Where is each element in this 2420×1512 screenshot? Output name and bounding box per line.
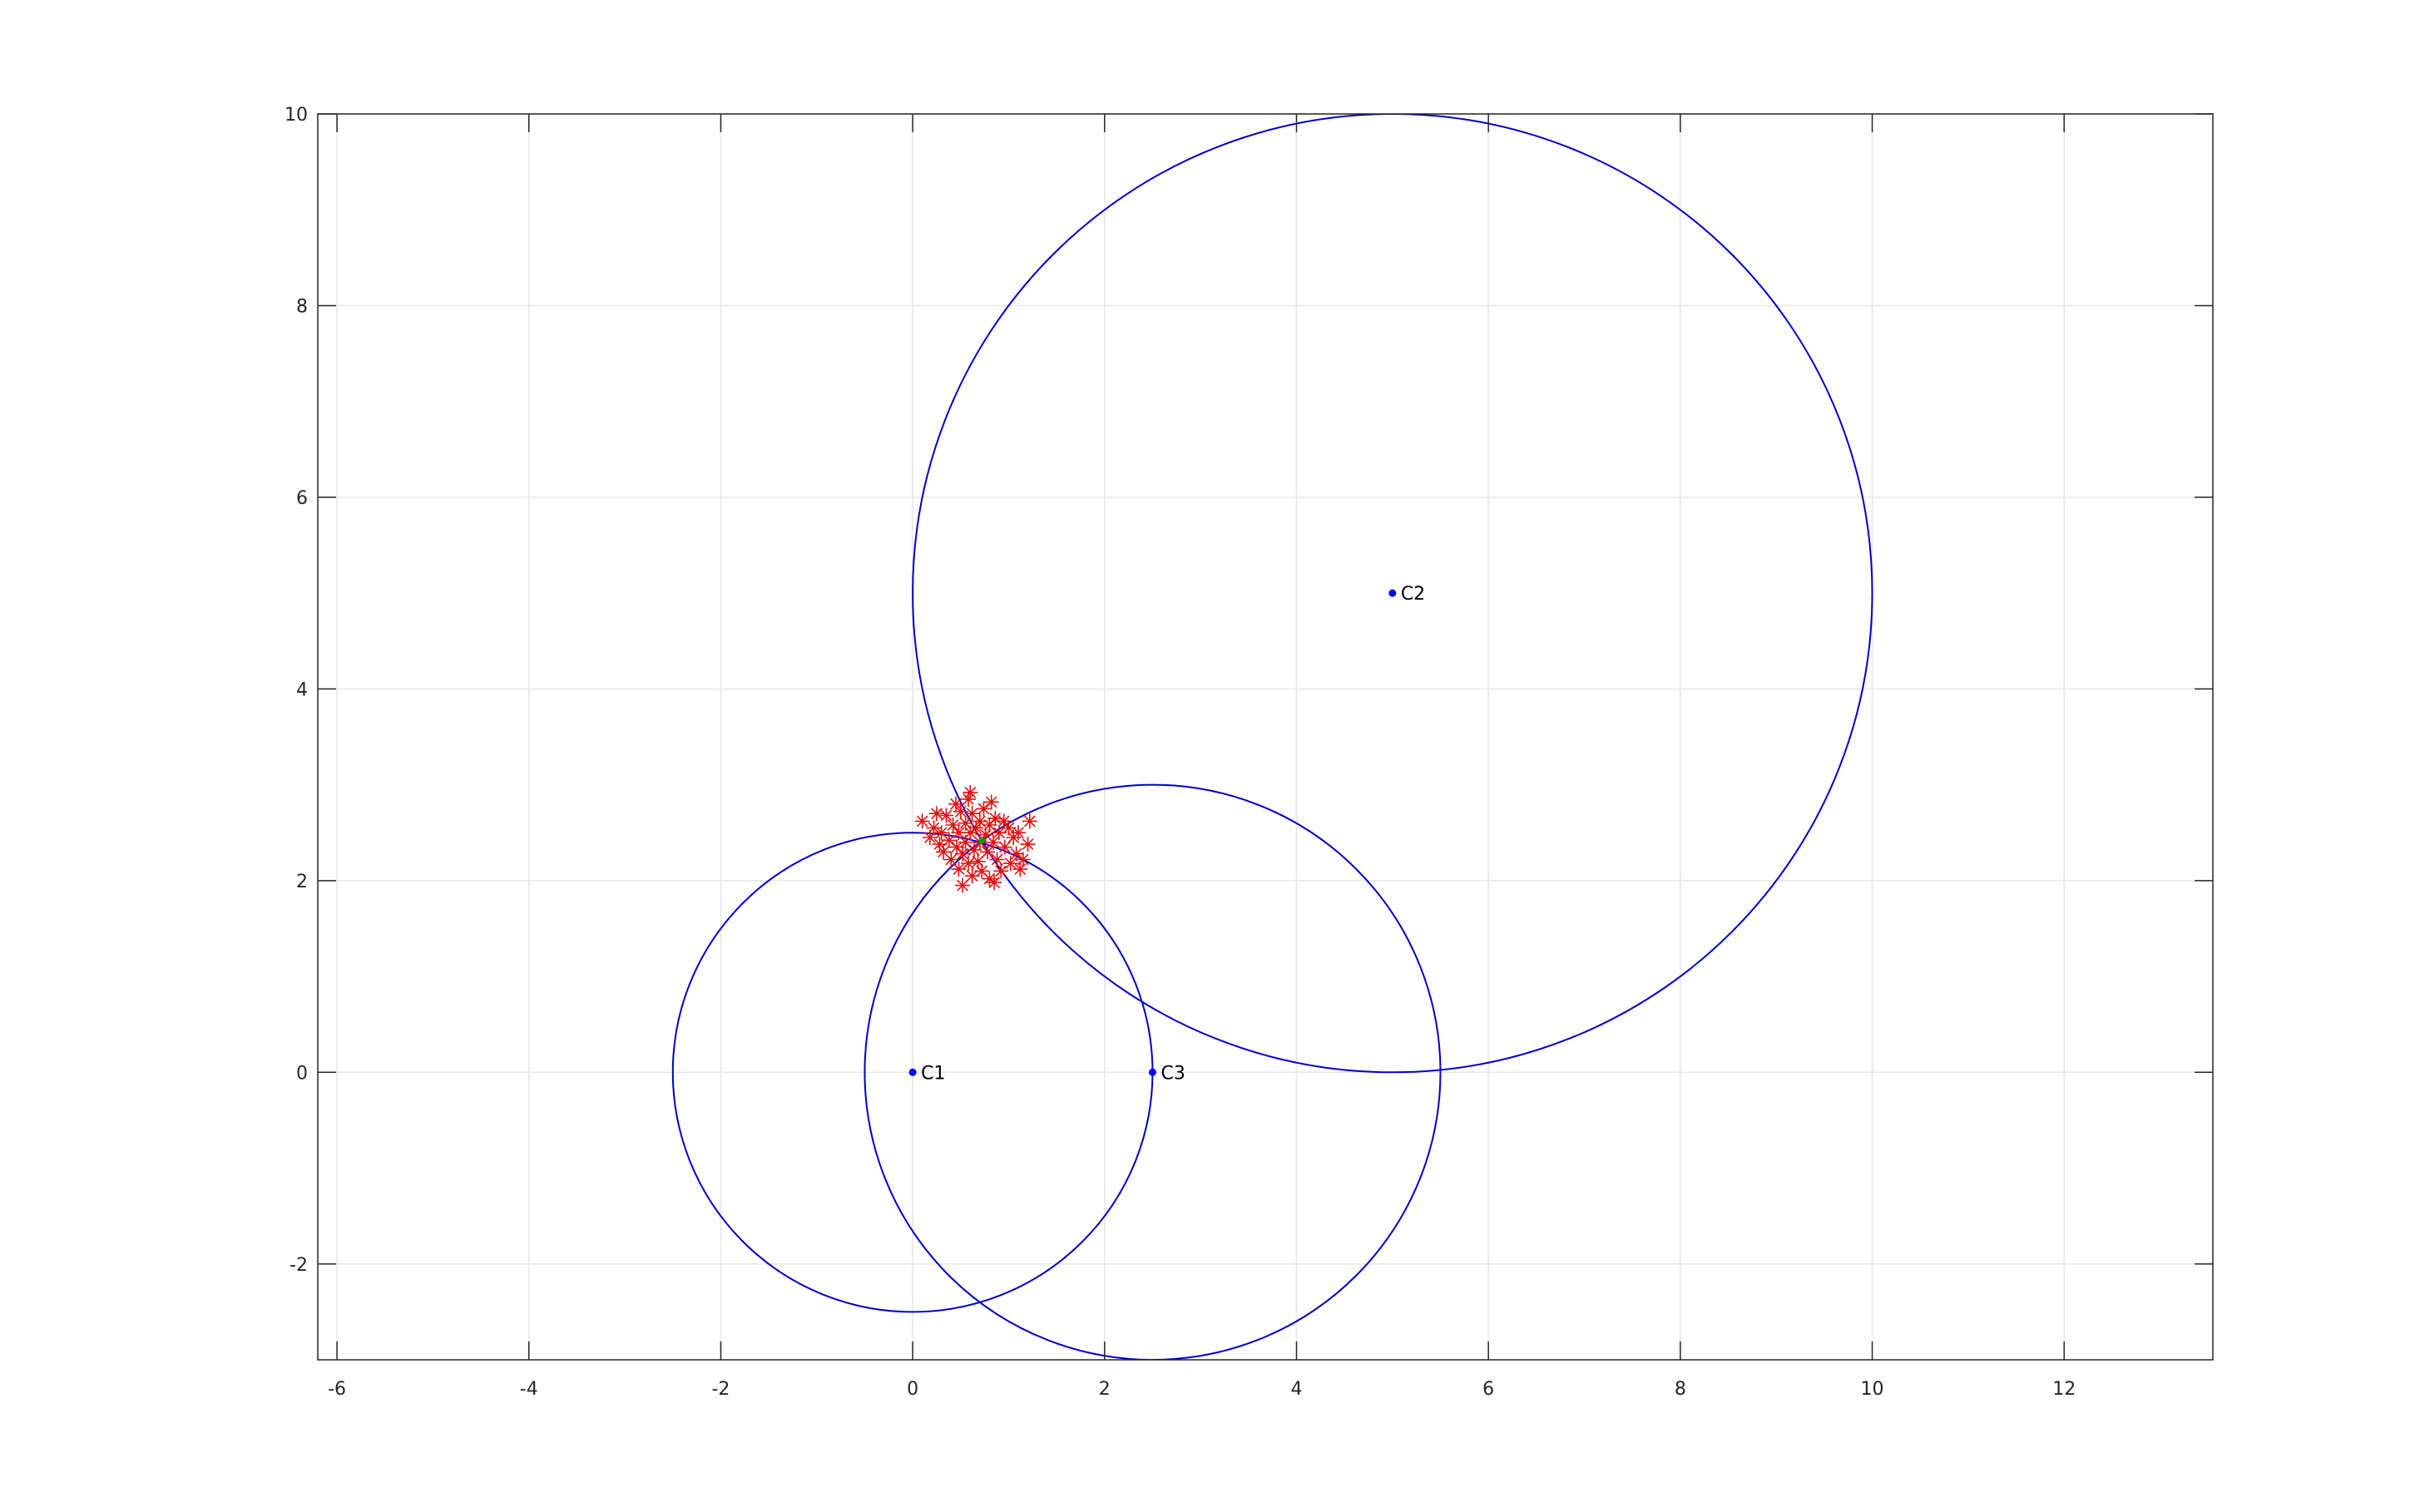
noise-point [1008, 846, 1024, 862]
noise-point [987, 875, 1002, 891]
noise-point [997, 839, 1012, 855]
axis-tick-labels: -6 -4 -2 0 2 4 6 8 10 12 -2 0 2 4 6 8 10 [285, 105, 2076, 1400]
x-tick-label: 0 [907, 1379, 918, 1400]
x-tick-label: 8 [1675, 1379, 1686, 1400]
y-tick-label: 0 [296, 1063, 308, 1084]
axes-background [318, 114, 2213, 1360]
noise-point [941, 833, 957, 848]
y-tick-label: 6 [296, 488, 308, 509]
noise-point [958, 834, 973, 850]
center-point-c3 [1148, 1068, 1156, 1076]
x-tick-label: 6 [1482, 1379, 1494, 1400]
noise-point [951, 862, 967, 877]
x-tick-label: 4 [1290, 1379, 1302, 1400]
x-tick-label: -6 [328, 1379, 346, 1400]
y-tick-label: 8 [296, 296, 308, 317]
x-tick-label: -2 [711, 1379, 730, 1400]
noise-point [989, 852, 1005, 867]
center-label-c1: C1 [921, 1063, 945, 1084]
noise-point [1020, 837, 1036, 852]
noise-point [953, 803, 968, 819]
noise-point [955, 877, 971, 893]
noise-point [1022, 813, 1037, 829]
y-tick-label: 4 [296, 679, 308, 700]
noise-point [966, 842, 982, 857]
center-point-c2 [1388, 589, 1397, 597]
center-label-c2: C2 [1401, 584, 1425, 605]
noise-point [926, 820, 942, 836]
noise-point [993, 863, 1009, 879]
noise-point [945, 818, 961, 833]
x-tick-label: 12 [2052, 1379, 2076, 1400]
noise-point [976, 801, 992, 817]
position-estimate [978, 837, 986, 844]
noise-point [982, 818, 997, 833]
y-tick-label: 10 [285, 105, 308, 126]
circle-c3 [864, 783, 1442, 1360]
center-label-c3: C3 [1161, 1063, 1185, 1084]
noise-point [943, 852, 959, 867]
x-tick-label: 10 [1861, 1379, 1884, 1400]
noise-point [948, 796, 964, 812]
circle-c2 [912, 114, 1873, 1074]
noise-point [980, 844, 996, 860]
noise-point [1002, 856, 1018, 872]
noise-point [949, 839, 965, 855]
center-point-c1 [908, 1068, 917, 1076]
noise-point [951, 825, 967, 841]
y-tick-label: -2 [290, 1255, 308, 1276]
x-tick-label: -4 [520, 1379, 538, 1400]
noise-point [1012, 862, 1028, 877]
noise-point [938, 808, 954, 823]
y-tick-label: 2 [296, 872, 308, 892]
noise-point [914, 813, 930, 829]
x-tick-label: 2 [1099, 1379, 1111, 1400]
noise-point [955, 846, 971, 862]
axis-ticks [318, 113, 2213, 1360]
noise-point [986, 834, 1002, 850]
grid [318, 113, 2213, 1360]
noise-point [1010, 825, 1026, 841]
noise-point [928, 806, 944, 822]
circle-centers: C1 C2 C3 [908, 584, 1425, 1084]
estimate-point [978, 837, 986, 844]
axes-box [317, 113, 2214, 1361]
noise-point [968, 820, 984, 836]
noise-point [983, 794, 999, 810]
noise-point [961, 856, 977, 872]
noise-point [963, 784, 978, 800]
